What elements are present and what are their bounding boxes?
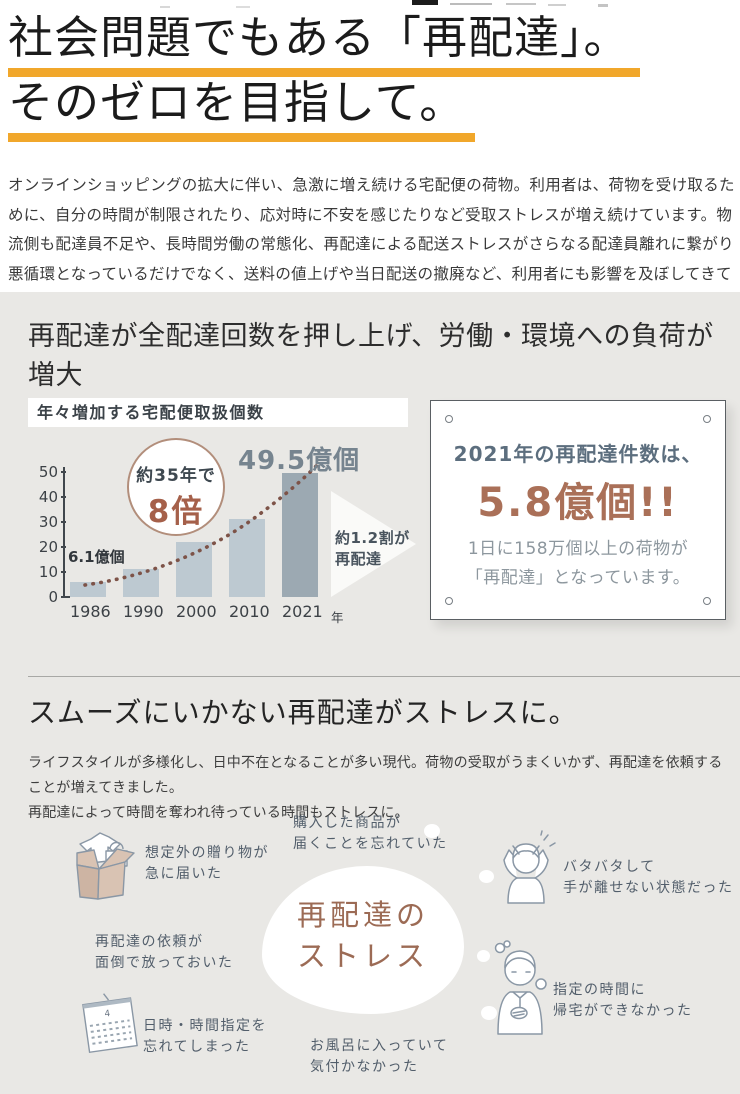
scenario-label: バタバタして 手が離せない状態だった xyxy=(563,859,734,896)
trend-dotted-line xyxy=(83,459,323,587)
chart-y-tick-label: 10 xyxy=(28,563,66,581)
scenario-label: お風呂に入っていて 気付かなかった xyxy=(310,1038,449,1075)
stress-section-lead: ライフスタイルが多様化し、日中不在となることが多い現代。荷物の受取がうまくいかず… xyxy=(28,755,723,821)
scenario-label: 再配達の依頼が 面倒で放っておいた xyxy=(95,934,234,971)
redelivery-count-signboard: 2021年の再配達件数は、 5.8億個!! 1日に158万個以上の荷物が 「再配… xyxy=(430,400,726,620)
chart-title: 年々増加する宅配便取扱個数 xyxy=(28,398,408,427)
chart-x-tick-label: 2000 xyxy=(176,602,217,621)
apologetic-person-icon xyxy=(494,940,547,1035)
screw-icon xyxy=(445,597,453,605)
parcel-volume-chart: 年々増加する宅配便取扱個数 1986 1990 2000 2010 2021 6.1億個… xyxy=(28,398,416,634)
first-bar-value-label: 6.1億個 xyxy=(68,548,125,566)
section-divider xyxy=(28,676,740,677)
intro-paragraph: オンラインショッピングの拡大に伴い、急激に増え続ける宅配便の荷物。利用者は、荷物… xyxy=(8,176,735,312)
chart-y-tick-label: 30 xyxy=(28,513,66,531)
flustered-person-icon xyxy=(503,830,556,904)
growth-badge-line2: 8倍 xyxy=(147,494,205,530)
signboard-description: 1日に158万個以上の荷物が 「再配達」となっています。 xyxy=(465,539,691,588)
chart-y-tick-label: 50 xyxy=(28,463,66,481)
chart-bar xyxy=(176,542,212,597)
stress-section-heading: スムーズにいかない再配達がストレスに。 xyxy=(28,696,578,729)
growth-badge: 約35年で 8倍 xyxy=(127,438,225,536)
stats-section: 再配達が全配達回数を押し上げ、労働・環境への負荷が増大 年々増加する宅配便取扱個… xyxy=(0,292,740,1094)
chart-plot: 1986 1990 2000 2010 2021 6.1億個 49.5億個 約35年で … xyxy=(28,427,416,634)
x-axis-unit-label: 年 xyxy=(331,610,344,625)
scenario-label: 購入した商品が 届くことを忘れていた xyxy=(293,815,448,852)
chart-y-tick-label: 0 xyxy=(28,588,66,606)
stats-section-heading: 再配達が全配達回数を押し上げ、労働・環境への負荷が増大 xyxy=(28,321,714,391)
thought-bubble-icon xyxy=(481,1006,497,1020)
scenario-label: 日時・時間指定を 忘れてしまった xyxy=(143,1018,267,1055)
chart-y-tick-label: 20 xyxy=(28,538,66,556)
chart-bar xyxy=(70,582,106,597)
stress-bubble: 再配達の ストレス xyxy=(262,866,464,1014)
chart-x-tick-label: 2010 xyxy=(229,602,270,621)
screw-icon xyxy=(703,597,711,605)
thought-bubble-icon xyxy=(424,824,440,838)
hero-heading: 社会問題でもある「再配達」。 そのゼロを目指して。 xyxy=(8,12,640,142)
scenario-label: 指定の時間に 帰宅ができなかった xyxy=(553,982,693,1019)
hero-title-line2: そのゼロを目指して。 xyxy=(8,76,476,142)
chart-y-tick-label: 40 xyxy=(28,488,66,506)
thought-bubble-icon xyxy=(477,950,490,962)
scenario-label: 想定外の贈り物が 急に届いた xyxy=(145,845,269,882)
screw-icon xyxy=(703,415,711,423)
chart-y-axis-line xyxy=(63,467,65,598)
stress-scenarios-collage: 想定外の贈り物が 急に届いた 購入した商品が 届くことを忘れていた バタバタして… xyxy=(0,810,740,1094)
stress-bubble-label: 再配達の ストレス xyxy=(296,898,429,973)
redelivery-arrow-label: 約1.2割が 再配達 xyxy=(335,529,410,568)
calendar-icon: 4 xyxy=(82,993,138,1054)
chart-x-tick-label: 1990 xyxy=(123,602,164,621)
signboard-title: 2021年の再配達件数は、 xyxy=(453,442,703,466)
peak-value-label: 49.5億個 xyxy=(238,446,361,476)
svg-text:4: 4 xyxy=(104,1009,111,1020)
signboard-big-number: 5.8億個!! xyxy=(477,480,679,526)
hero-title-line1: 社会問題でもある「再配達」。 xyxy=(8,12,640,77)
chart-x-tick-label: 2021 xyxy=(282,602,323,621)
thought-bubble-icon xyxy=(479,870,494,883)
redelivery-arrow-shape xyxy=(331,491,416,597)
growth-badge-line1: 約35年で xyxy=(136,466,216,486)
gift-box-icon xyxy=(76,832,135,900)
chart-x-tick-label: 1986 xyxy=(70,602,111,621)
chart-x-axis-stub xyxy=(63,596,70,598)
screw-icon xyxy=(445,415,453,423)
